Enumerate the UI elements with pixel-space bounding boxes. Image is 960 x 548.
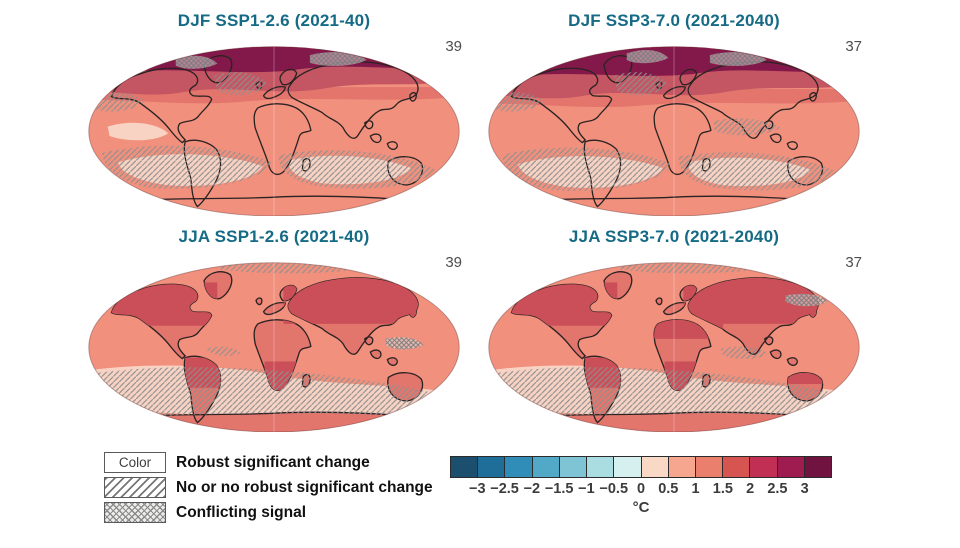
colorbar-cell <box>478 457 506 477</box>
not-robust-hatch-region <box>217 262 371 274</box>
tick-label: −2 <box>523 481 541 497</box>
colorbar-cell <box>750 457 778 477</box>
panel-title: DJF SSP1-2.6 (2021-40) <box>177 11 371 30</box>
colorbar-cell <box>505 457 533 477</box>
tick-label: 0.5 <box>658 481 679 497</box>
legend-label-robust: Robust significant change <box>176 453 370 471</box>
conflicting-signal-region <box>385 337 424 350</box>
panel-jja-ssp126: JJA SSP1-2.6 (2021-40) 39 <box>84 224 464 432</box>
map-outline <box>488 262 860 432</box>
legend-row-not-robust: No or no robust significant change <box>104 477 433 498</box>
conflicting-signal-region <box>709 51 767 66</box>
not-robust-hatch-region <box>213 71 269 96</box>
not-robust-hatch-region <box>102 145 273 189</box>
tick-label: 3 <box>800 481 809 497</box>
tick-label: −1 <box>578 481 595 497</box>
conflicting-signal-region <box>785 293 828 307</box>
not-robust-hatch-region <box>617 262 771 274</box>
not-robust-hatch-region <box>205 346 240 356</box>
diagonal-hatch-swatch <box>104 477 166 498</box>
panel-title: JJA SSP1-2.6 (2021-40) <box>178 227 370 246</box>
colorbar-cell <box>777 457 805 477</box>
colorbar-cell <box>668 457 696 477</box>
colorbar-cell <box>532 457 560 477</box>
colorbar-cell <box>804 457 832 477</box>
tick-label: 2.5 <box>767 481 788 497</box>
colorbar-cell <box>641 457 669 477</box>
tick-label: 1 <box>691 481 700 497</box>
tick-label: −2.5 <box>490 481 519 497</box>
legend-row-conflicting: Conflicting signal <box>104 502 433 523</box>
color-swatch: Color <box>104 452 166 473</box>
legend-row-robust: Color Robust significant change <box>104 452 433 473</box>
world-map-jja-ssp370 <box>488 262 860 432</box>
weak-change-region <box>107 122 169 141</box>
not-robust-hatch-region <box>721 346 769 359</box>
tick-label: −0.5 <box>599 481 629 497</box>
not-robust-hatch-region <box>488 367 860 420</box>
tick-label: −3 <box>469 481 486 497</box>
panel-jja-ssp370: JJA SSP3-7.0 (2021-2040) 37 <box>484 224 864 432</box>
colorbar-cells <box>450 456 832 478</box>
conflicting-signal-region <box>175 55 218 69</box>
tick-label: 1.5 <box>712 481 733 497</box>
significance-legend: Color Robust significant change No or no… <box>104 452 433 527</box>
conflicting-signal-region <box>626 50 669 64</box>
color-swatch-label: Color <box>118 455 152 470</box>
not-robust-hatch-region <box>278 150 437 189</box>
colorbar-cell <box>695 457 724 477</box>
colorbar-cell <box>559 457 588 477</box>
panel-title: DJF SSP3-7.0 (2021-2040) <box>568 11 780 30</box>
colorbar-cell <box>587 457 615 477</box>
world-map-jja-ssp126 <box>88 262 460 432</box>
colorbar-unit: °C <box>632 499 650 516</box>
cross-hatch-swatch <box>104 502 166 523</box>
map-outline <box>88 46 460 216</box>
model-count: 37 <box>845 254 862 271</box>
panel-title: JJA SSP3-7.0 (2021-2040) <box>568 227 780 246</box>
tick-label: −1.5 <box>544 481 574 497</box>
map-outline <box>88 262 460 432</box>
colorbar-ticks: −3 −2.5 −2 −1.5 −1 −0.5 0 0.5 1 1.5 2 2.… <box>450 481 832 499</box>
temperature-colorbar: −3 −2.5 −2 −1.5 −1 −0.5 0 0.5 1 1.5 2 2.… <box>450 456 832 516</box>
not-robust-hatch-region <box>713 118 780 136</box>
world-map-djf-ssp370 <box>488 46 860 216</box>
tick-label: 0 <box>636 481 646 497</box>
world-map-djf-ssp126 <box>88 46 460 216</box>
panel-djf-ssp126: DJF SSP1-2.6 (2021-40) 39 <box>84 8 464 216</box>
model-count: 37 <box>845 38 862 55</box>
tick-label: 2 <box>746 481 755 497</box>
model-count: 39 <box>445 254 462 271</box>
not-robust-hatch-region <box>88 367 460 420</box>
conflicting-signal-region <box>309 51 367 66</box>
legend-label-conflicting: Conflicting signal <box>176 503 307 521</box>
colorbar-cell <box>723 457 751 477</box>
map-outline <box>488 46 860 216</box>
model-count: 39 <box>445 38 462 55</box>
legend-label-not-robust: No or no robust significant change <box>176 478 433 496</box>
colorbar-cell <box>614 457 642 477</box>
not-robust-hatch-region <box>678 152 837 191</box>
not-robust-hatch-region <box>613 71 669 96</box>
panel-djf-ssp370: DJF SSP3-7.0 (2021-2040) 37 <box>484 8 864 216</box>
colorbar-cell <box>451 457 479 477</box>
not-robust-hatch-region <box>502 147 673 191</box>
